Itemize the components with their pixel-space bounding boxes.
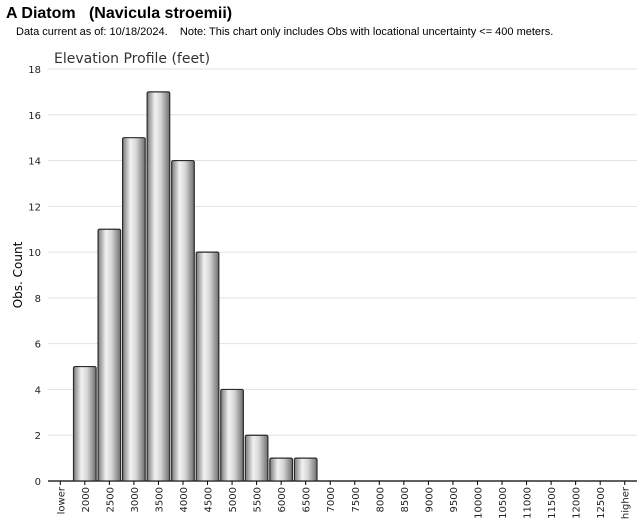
bar-5000 bbox=[220, 388, 244, 482]
bar-6000 bbox=[269, 457, 294, 482]
bar-4500 bbox=[195, 251, 220, 482]
axes: 0 2 4 6 8 10 12 14 16 18 lower 2000 2500 3000 3500 4000… bbox=[28, 65, 631, 519]
y-tick-label: 12 bbox=[28, 202, 41, 213]
page-title: A Diatom (Navicula stroemii) bbox=[6, 5, 233, 22]
bar-2000 bbox=[72, 365, 97, 482]
x-tick-label: 11000 bbox=[523, 487, 534, 519]
bar-5500 bbox=[244, 434, 269, 482]
x-tick-label: 12500 bbox=[596, 487, 607, 519]
x-tick-label: 3500 bbox=[154, 487, 165, 512]
x-tick-label: 5000 bbox=[228, 487, 239, 512]
x-tick-label: 8500 bbox=[400, 487, 411, 512]
y-tick-label: 4 bbox=[35, 385, 41, 396]
x-tick-label: 2500 bbox=[105, 487, 116, 512]
x-tick-label: 7000 bbox=[326, 487, 337, 512]
bars bbox=[72, 91, 318, 482]
data-note: Data current as of: 10/18/2024. Note: Th… bbox=[16, 26, 554, 38]
x-tick-label: lower bbox=[56, 486, 67, 514]
bar-3000 bbox=[122, 137, 146, 482]
y-tick-label: 16 bbox=[28, 111, 41, 122]
x-tick-label: 3000 bbox=[130, 487, 141, 512]
bar-2500 bbox=[97, 228, 122, 482]
x-tick-label: 6500 bbox=[302, 487, 313, 512]
y-tick-label: 2 bbox=[35, 431, 41, 442]
x-tick-label: 11500 bbox=[547, 487, 558, 519]
x-tick-label: 4500 bbox=[204, 487, 215, 512]
y-axis-label: Obs. Count bbox=[11, 241, 25, 308]
y-tick-label: 10 bbox=[28, 248, 41, 259]
bar-6500 bbox=[293, 457, 318, 482]
x-tick-label: 9500 bbox=[449, 487, 460, 512]
x-tick-label: 5500 bbox=[253, 487, 264, 512]
y-tick-label: 8 bbox=[35, 294, 41, 305]
x-tick-label: higher bbox=[621, 486, 632, 519]
x-tick-label: 8000 bbox=[375, 487, 386, 512]
y-tick-label: 6 bbox=[35, 340, 41, 351]
bar-3500 bbox=[146, 91, 171, 482]
x-tick-label: 2000 bbox=[81, 487, 92, 512]
x-tick-label: 10000 bbox=[473, 487, 484, 519]
x-tick-label: 4000 bbox=[179, 487, 190, 512]
y-tick-label: 14 bbox=[28, 157, 41, 168]
x-tick-label: 12000 bbox=[572, 487, 583, 519]
y-tick-label: 0 bbox=[35, 477, 41, 488]
x-tick-label: 6000 bbox=[277, 487, 288, 512]
bar-4000 bbox=[171, 159, 195, 482]
x-tick-label: 9000 bbox=[424, 487, 435, 512]
y-tick-label: 18 bbox=[28, 65, 41, 76]
chart-title: Elevation Profile (feet) bbox=[54, 51, 210, 67]
x-tick-label: 10500 bbox=[498, 487, 509, 519]
x-tick-label: 7500 bbox=[351, 487, 362, 512]
grid-lines bbox=[48, 68, 637, 482]
